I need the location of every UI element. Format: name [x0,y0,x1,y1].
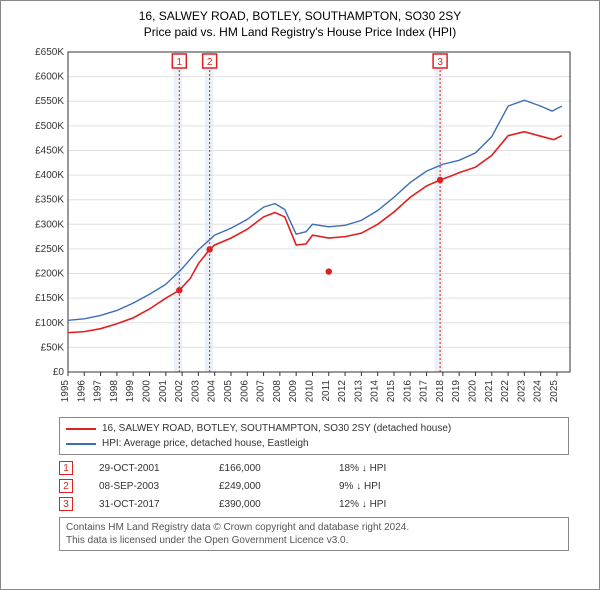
svg-text:2009: 2009 [288,380,299,403]
chart-area: £0 £50K £100K £150K £200K £250K £300K £350K £400… [20,46,580,411]
svg-text:1996: 1996 [76,380,87,403]
chart-svg: £0 £50K £100K £150K £200K £250K £300K £350K £400… [20,46,580,411]
title-line-1: 16, SALWEY ROAD, BOTLEY, SOUTHAMPTON, SO… [11,9,589,25]
tx-pct-3: 12% ↓ HPI [339,499,459,510]
table-row: 3 31-OCT-2017 £390,000 12% ↓ HPI [59,497,569,511]
svg-text:2001: 2001 [158,380,169,403]
svg-text:2004: 2004 [207,380,218,403]
svg-text:2018: 2018 [435,380,446,403]
legend-row-2: HPI: Average price, detached house, East… [66,436,562,451]
tx-date-2: 08-SEP-2003 [99,481,219,492]
svg-text:2025: 2025 [549,380,560,403]
svg-text:1997: 1997 [93,380,104,403]
svg-text:2003: 2003 [190,380,201,403]
svg-text:2016: 2016 [402,380,413,403]
svg-text:£100K: £100K [35,318,64,329]
svg-text:2007: 2007 [256,380,267,403]
svg-text:2011: 2011 [321,380,332,402]
legend-label-1: 16, SALWEY ROAD, BOTLEY, SOUTHAMPTON, SO… [102,421,451,436]
svg-text:2021: 2021 [484,380,495,403]
svg-text:£600K: £600K [35,72,64,83]
tx-price-3: £390,000 [219,499,339,510]
footer-line-1: Contains HM Land Registry data © Crown c… [66,521,562,534]
svg-text:£300K: £300K [35,219,64,230]
svg-text:1999: 1999 [125,380,136,403]
table-row: 2 08-SEP-2003 £249,000 9% ↓ HPI [59,479,569,493]
svg-text:£350K: £350K [35,195,64,206]
legend-row-1: 16, SALWEY ROAD, BOTLEY, SOUTHAMPTON, SO… [66,421,562,436]
tx-date-3: 31-OCT-2017 [99,499,219,510]
svg-text:2010: 2010 [304,380,315,403]
svg-text:2013: 2013 [353,380,364,403]
svg-text:2012: 2012 [337,380,348,403]
svg-text:2014: 2014 [370,380,381,403]
svg-text:2002: 2002 [174,380,185,403]
svg-text:1998: 1998 [109,380,120,403]
title-block: 16, SALWEY ROAD, BOTLEY, SOUTHAMPTON, SO… [11,9,589,40]
svg-text:£0: £0 [53,367,65,378]
svg-text:£450K: £450K [35,146,64,157]
transaction-table: 1 29-OCT-2001 £166,000 18% ↓ HPI 2 08-SE… [59,461,569,511]
svg-text:2005: 2005 [223,380,234,403]
svg-text:2000: 2000 [141,380,152,403]
svg-text:£200K: £200K [35,269,64,280]
tx-price-1: £166,000 [219,463,339,474]
svg-text:£400K: £400K [35,170,64,181]
tx-marker-3: 3 [59,497,73,511]
svg-text:1: 1 [177,57,183,68]
legend: 16, SALWEY ROAD, BOTLEY, SOUTHAMPTON, SO… [59,417,569,455]
legend-swatch-2 [66,443,96,445]
svg-text:2023: 2023 [516,380,527,403]
svg-text:2024: 2024 [533,380,544,403]
tx-pct-1: 18% ↓ HPI [339,463,459,474]
svg-text:2022: 2022 [500,380,511,403]
legend-swatch-1 [66,428,96,430]
footer: Contains HM Land Registry data © Crown c… [59,517,569,551]
svg-text:£150K: £150K [35,293,64,304]
tx-price-2: £249,000 [219,481,339,492]
svg-text:2006: 2006 [239,380,250,403]
legend-label-2: HPI: Average price, detached house, East… [102,436,309,451]
svg-text:1995: 1995 [60,380,71,403]
title-line-2: Price paid vs. HM Land Registry's House … [11,25,589,41]
svg-text:£50K: £50K [41,343,65,354]
chart-container: 16, SALWEY ROAD, BOTLEY, SOUTHAMPTON, SO… [0,0,600,590]
tx-pct-2: 9% ↓ HPI [339,481,459,492]
svg-text:£250K: £250K [35,244,64,255]
svg-text:2: 2 [207,57,213,68]
svg-text:2020: 2020 [467,380,478,403]
footer-line-2: This data is licensed under the Open Gov… [66,534,562,547]
tx-marker-1: 1 [59,461,73,475]
svg-text:3: 3 [437,57,443,68]
svg-text:2008: 2008 [272,380,283,403]
table-row: 1 29-OCT-2001 £166,000 18% ↓ HPI [59,461,569,475]
svg-text:2019: 2019 [451,380,462,403]
svg-text:2015: 2015 [386,380,397,403]
tx-marker-2: 2 [59,479,73,493]
svg-text:2017: 2017 [419,380,430,403]
svg-text:£550K: £550K [35,96,64,107]
svg-text:£500K: £500K [35,121,64,132]
svg-text:£650K: £650K [35,47,64,58]
tx-date-1: 29-OCT-2001 [99,463,219,474]
